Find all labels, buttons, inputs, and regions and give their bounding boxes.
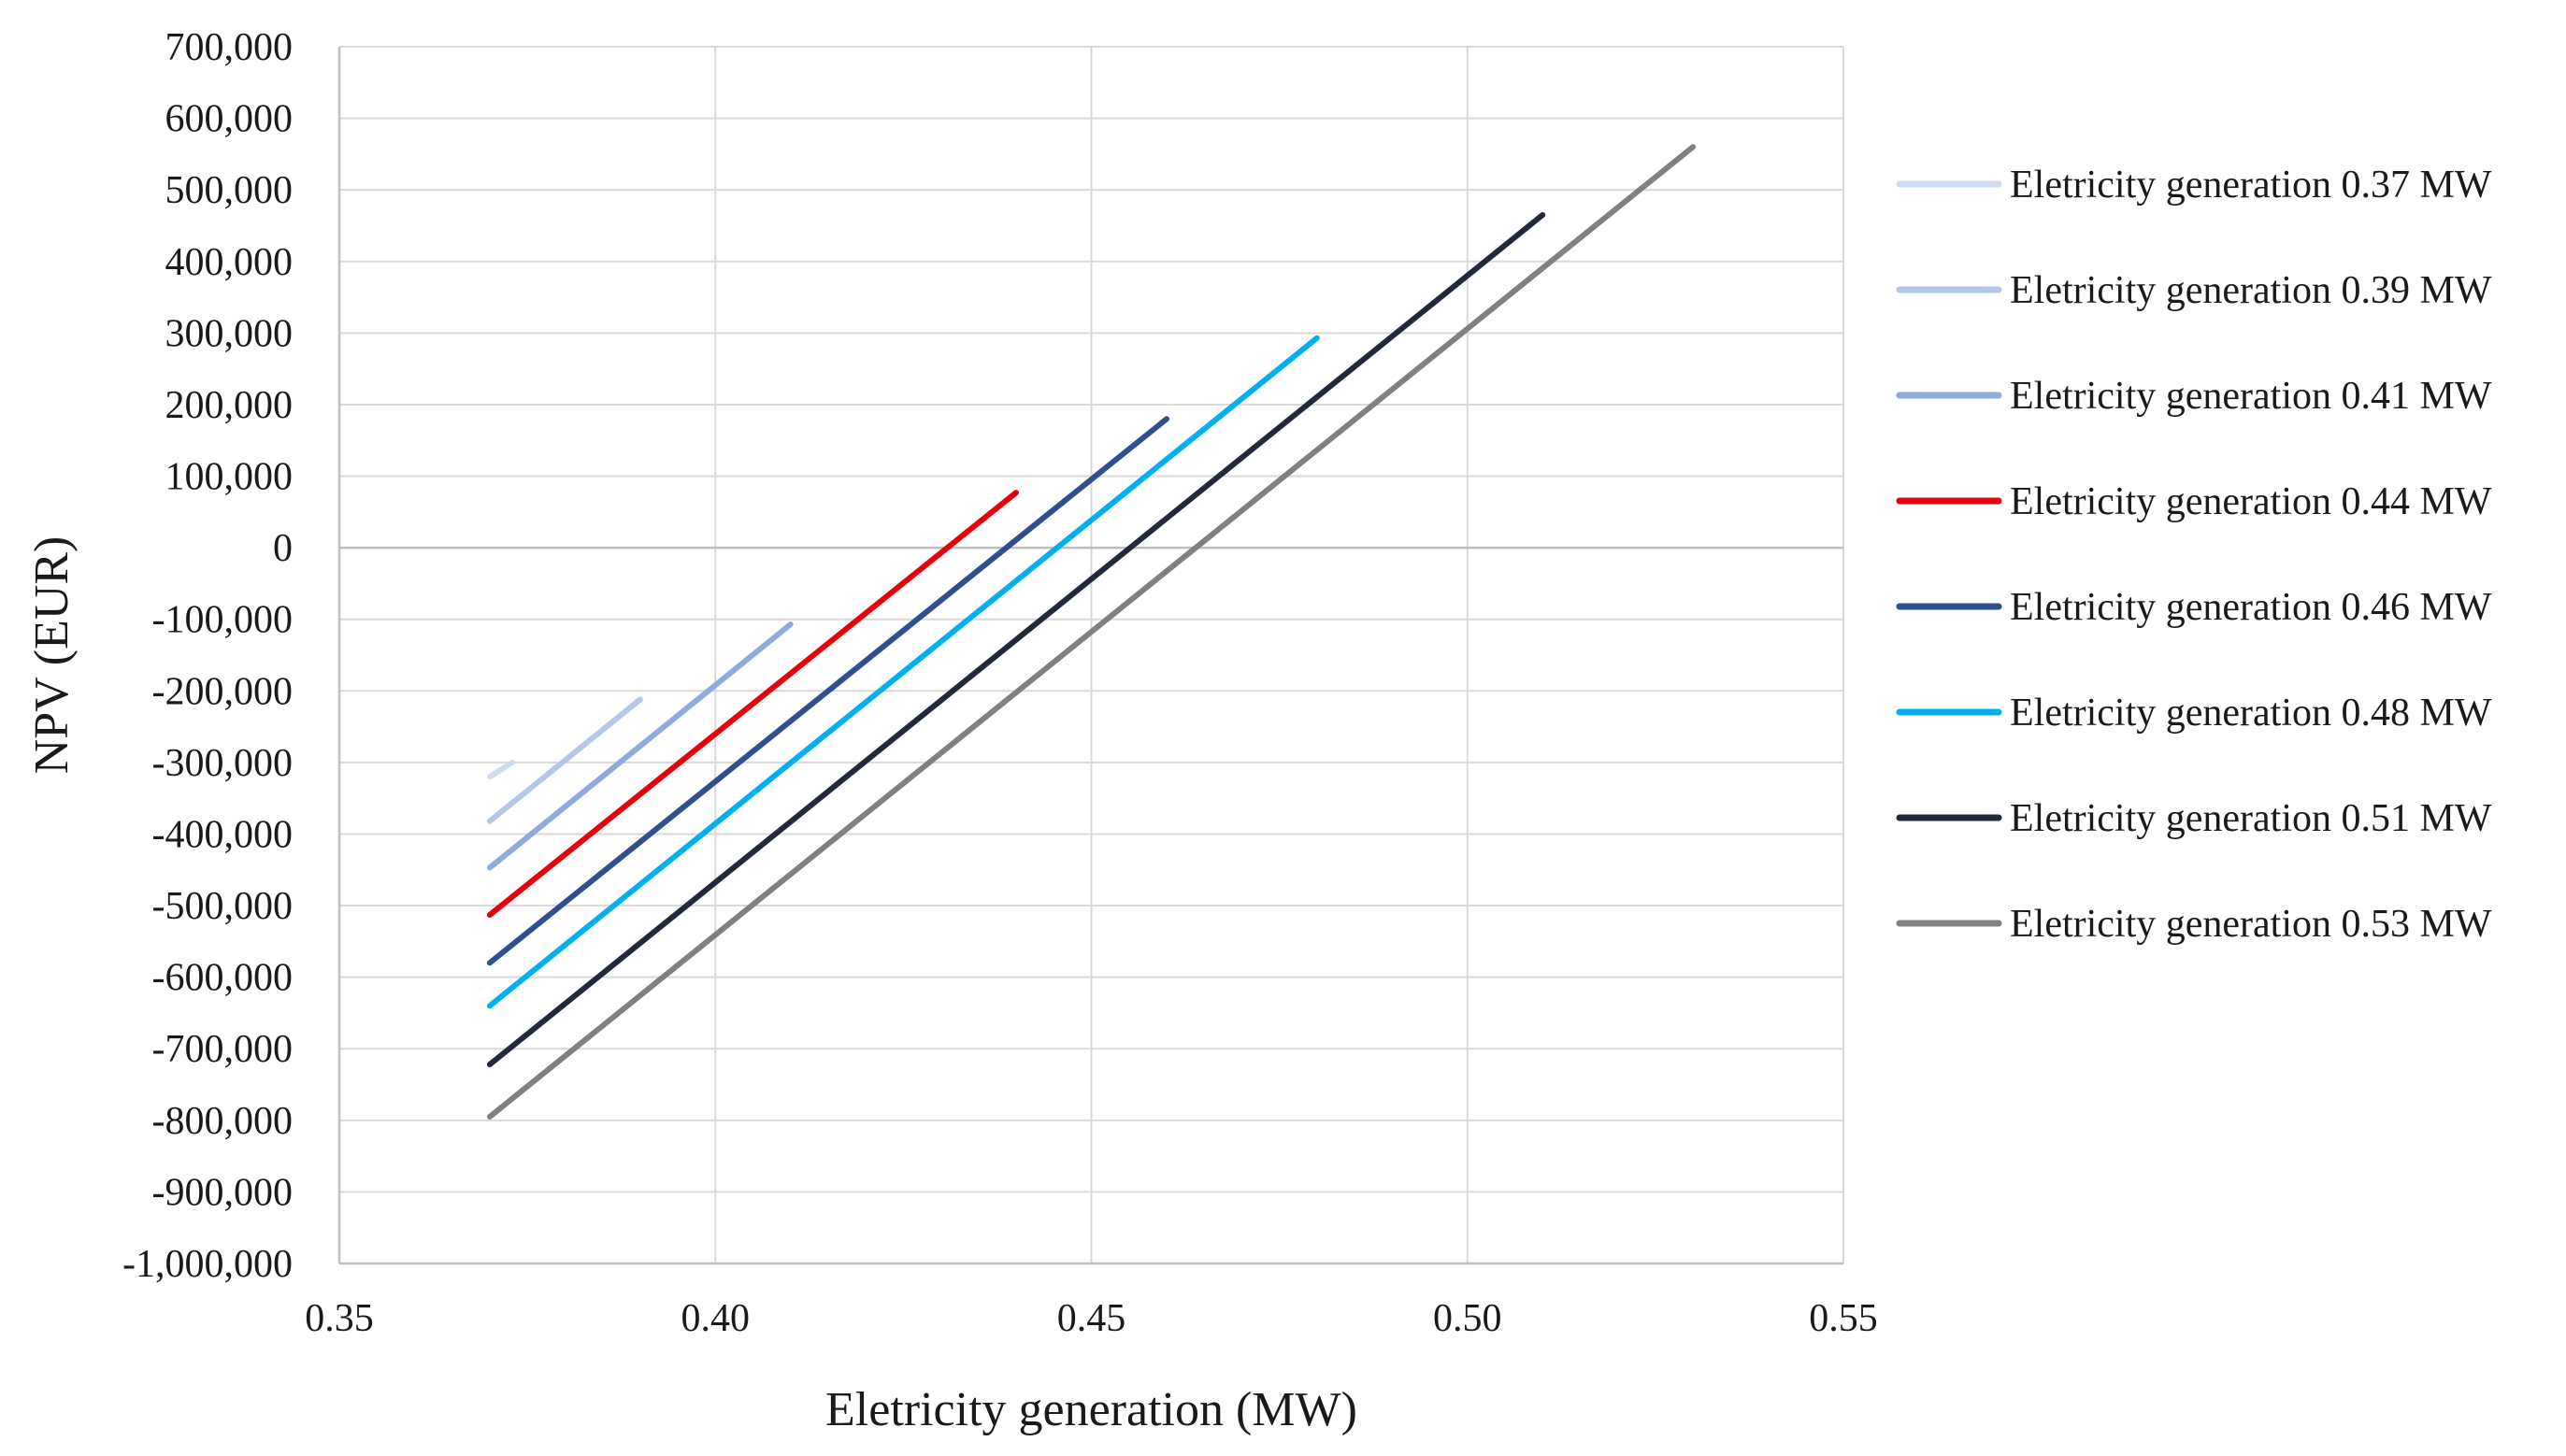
y-tick-label: 700,000 <box>165 26 294 69</box>
series-line <box>486 335 1320 1009</box>
series-line <box>486 621 794 871</box>
x-tick-label: 0.40 <box>681 1297 751 1340</box>
y-tick-label: 500,000 <box>165 169 294 212</box>
x-tick-label: 0.55 <box>1809 1297 1878 1340</box>
y-tick-label: -900,000 <box>152 1171 294 1214</box>
legend-label: Eletricity generation 0.39 MW <box>2010 269 2492 312</box>
y-tick-label: -700,000 <box>152 1028 294 1071</box>
y-tick-label: -200,000 <box>152 670 294 713</box>
y-tick-label: -500,000 <box>152 885 294 928</box>
legend-label: Eletricity generation 0.46 MW <box>2010 586 2492 629</box>
series-line <box>486 416 1169 966</box>
x-axis-title: Eletricity generation (MW) <box>825 1383 1357 1436</box>
axes <box>337 47 1843 1265</box>
y-tick-label: 200,000 <box>165 384 294 427</box>
x-tick-label: 0.35 <box>305 1297 374 1340</box>
y-tick-label: 0 <box>273 527 293 570</box>
series-line <box>486 490 1019 918</box>
y-tick-label: 300,000 <box>165 312 294 355</box>
y-tick-label: -300,000 <box>152 742 294 785</box>
series-line <box>486 212 1546 1068</box>
series-line <box>486 696 643 824</box>
legend-label: Eletricity generation 0.44 MW <box>2010 480 2492 523</box>
y-tick-label: -1,000,000 <box>122 1243 293 1286</box>
y-axis-title: NPV (EUR) <box>25 536 79 775</box>
series-line <box>486 759 515 780</box>
y-tick-label: 400,000 <box>165 241 294 284</box>
series-lines <box>486 144 1697 1120</box>
y-tick-label: 100,000 <box>165 456 294 499</box>
grid-lines <box>339 46 1844 1264</box>
legend: Eletricity generation 0.37 MW Eletricity … <box>1896 164 2492 946</box>
legend-label: Eletricity generation 0.48 MW <box>2010 692 2492 735</box>
legend-label: Eletricity generation 0.37 MW <box>2010 164 2492 207</box>
y-tick-label: -800,000 <box>152 1100 294 1143</box>
legend-label: Eletricity generation 0.41 MW <box>2010 375 2492 418</box>
legend-label: Eletricity generation 0.51 MW <box>2010 797 2492 840</box>
y-tick-label: -400,000 <box>152 813 294 856</box>
y-tick-label: -600,000 <box>152 957 294 1000</box>
x-tick-label: 0.45 <box>1057 1297 1126 1340</box>
x-tick-label: 0.50 <box>1433 1297 1502 1340</box>
y-tick-label: 600,000 <box>165 98 294 141</box>
tick-labels: 700,000 600,000 500,000 400,000 300,000 200,0… <box>122 26 1878 1340</box>
y-tick-label: -100,000 <box>152 599 294 642</box>
legend-label: Eletricity generation 0.53 MW <box>2010 903 2492 946</box>
series-line <box>486 144 1697 1120</box>
